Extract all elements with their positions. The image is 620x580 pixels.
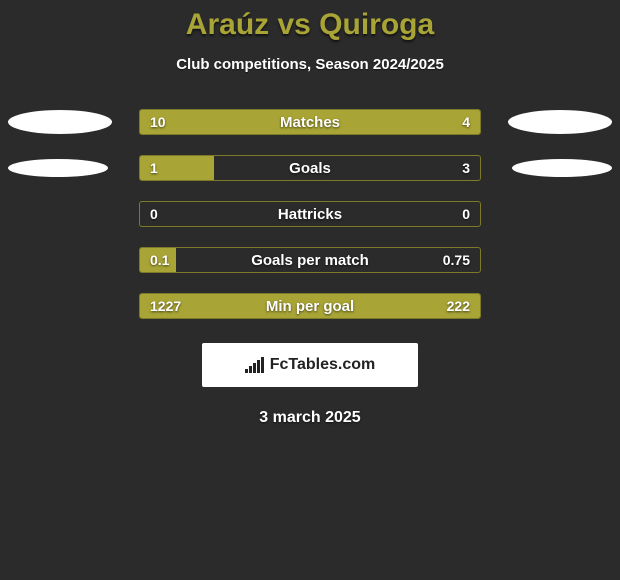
stat-value-right: 222: [447, 294, 470, 318]
stat-value-right: 0: [462, 202, 470, 226]
stat-rows: 104Matches13Goals00Hattricks0.10.75Goals…: [0, 109, 620, 319]
stats-card: Araúz vs Quiroga Club competitions, Seas…: [0, 0, 620, 450]
stat-row: 104Matches: [0, 109, 620, 135]
stat-value-left: 0: [150, 202, 158, 226]
stat-bar: 0 0Hattricks: [139, 201, 481, 227]
fctables-logo[interactable]: FcTables.com: [202, 343, 418, 387]
stat-value-left: 0.1: [150, 248, 169, 272]
player-right-marker: [512, 159, 612, 177]
stat-value-right: 0.75: [443, 248, 470, 272]
stat-bar: 13Goals: [139, 155, 481, 181]
stat-label: Goals per match: [140, 248, 480, 272]
subtitle: Club competitions, Season 2024/2025: [0, 56, 620, 73]
logo-text: FcTables.com: [270, 356, 376, 374]
stat-bar: 104Matches: [139, 109, 481, 135]
stat-bar: 1227222Min per goal: [139, 293, 481, 319]
stat-bar: 0.1 0.75Goals per match: [139, 247, 481, 273]
stat-value-right: 3: [462, 156, 470, 180]
stat-label: Hattricks: [140, 202, 480, 226]
stat-row: 0 0Hattricks: [0, 201, 620, 227]
stat-row: 1227222Min per goal: [0, 293, 620, 319]
stat-value-left: 1227: [150, 294, 181, 318]
player-left-marker: [8, 159, 108, 177]
stat-row: 13Goals: [0, 155, 620, 181]
page-title: Araúz vs Quiroga: [0, 8, 620, 42]
logo-bars-icon: [245, 357, 264, 373]
stat-value-left: 1: [150, 156, 158, 180]
stat-value-left: 10: [150, 110, 166, 134]
stat-row: 0.1 0.75Goals per match: [0, 247, 620, 273]
player-left-marker: [8, 110, 112, 134]
stat-bar-left-fill: [140, 110, 380, 134]
stat-value-right: 4: [462, 110, 470, 134]
player-right-marker: [508, 110, 612, 134]
date-label: 3 march 2025: [0, 409, 620, 427]
